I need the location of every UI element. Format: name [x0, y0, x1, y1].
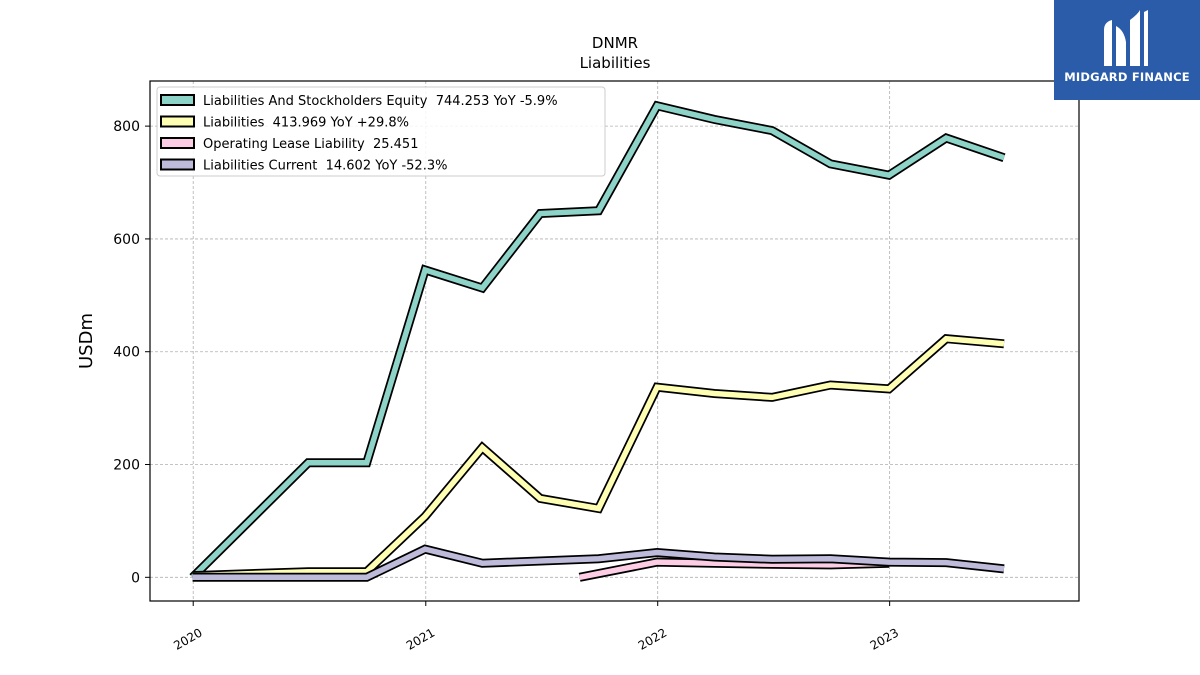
legend-swatch	[160, 137, 195, 149]
series-line	[192, 546, 1005, 581]
legend-item: Liabilities Current 14.602 YoY -52.3%	[160, 158, 447, 174]
data-point	[829, 162, 833, 166]
legend-item: Liabilities And Stockholders Equity 744.…	[160, 94, 558, 109]
data-point	[306, 461, 310, 465]
data-point	[712, 561, 716, 565]
data-point	[944, 561, 948, 565]
data-point	[655, 551, 659, 555]
y-axis-label: USDm	[76, 313, 97, 369]
legend-swatch	[160, 94, 195, 106]
data-point	[538, 212, 542, 216]
data-point	[578, 575, 582, 579]
brand-logo: MIDGARD FINANCE	[1054, 0, 1200, 100]
data-point	[1002, 567, 1006, 571]
data-point	[365, 575, 369, 579]
legend: Liabilities And Stockholders Equity 744.…	[156, 86, 606, 177]
series-2	[578, 557, 890, 582]
x-axis-ticks: 2020 2021 2022 2023	[171, 601, 901, 653]
legend-item: Liabilities 413.969 YoY +29.8%	[160, 115, 409, 131]
data-point	[829, 383, 833, 387]
data-point	[712, 392, 716, 396]
data-point	[306, 575, 310, 579]
data-point	[829, 557, 833, 561]
data-point	[1002, 342, 1006, 346]
data-point	[365, 461, 369, 465]
data-point	[191, 575, 195, 579]
data-point	[944, 136, 948, 140]
series-lines	[189, 100, 1006, 582]
data-point	[480, 561, 484, 565]
data-point	[887, 560, 891, 564]
x-tick-label: 2021	[404, 625, 437, 652]
legend-swatch	[160, 158, 195, 171]
legend-label: Operating Lease Liability 25.451	[203, 137, 418, 152]
y-tick-label: 600	[113, 232, 140, 248]
series-line	[192, 335, 1005, 579]
data-point	[712, 555, 716, 559]
midgard-m-logo-icon	[1104, 10, 1148, 66]
data-point	[1002, 156, 1006, 160]
data-point	[480, 446, 484, 450]
data-point	[538, 496, 542, 500]
series-line	[579, 559, 890, 580]
data-point	[887, 173, 891, 177]
data-point	[887, 387, 891, 391]
data-point	[423, 268, 427, 272]
series-0	[189, 100, 1006, 581]
data-point	[712, 117, 716, 121]
series-3	[191, 544, 1006, 582]
data-point	[770, 395, 774, 399]
data-point	[829, 563, 833, 567]
legend-box	[156, 86, 606, 177]
data-point	[655, 560, 659, 564]
x-tick-label: 2020	[171, 625, 204, 652]
y-tick-label: 400	[113, 345, 140, 361]
chart-subtitle: Liabilities	[580, 54, 651, 72]
y-tick-label: 200	[113, 458, 140, 474]
plot-frame	[149, 80, 1080, 602]
legend-swatch	[160, 115, 195, 128]
legend-label: Liabilities Current 14.602 YoY -52.3%	[203, 159, 447, 174]
series-line	[190, 102, 1005, 580]
data-point	[480, 286, 484, 290]
series-line-outline	[192, 334, 1005, 581]
data-point	[655, 385, 659, 389]
y-tick-label: 800	[113, 119, 140, 135]
data-point	[597, 507, 601, 511]
data-point	[597, 209, 601, 213]
data-point	[423, 514, 427, 518]
legend-label: Liabilities 413.969 YoY +29.8%	[203, 116, 409, 131]
data-point	[770, 129, 774, 133]
legend-label: Liabilities And Stockholders Equity 744.…	[203, 94, 558, 109]
x-tick-label: 2022	[636, 625, 669, 652]
data-point	[423, 547, 427, 551]
data-point	[655, 104, 659, 108]
x-tick-label: 2023	[868, 625, 901, 652]
legend-item: Operating Lease Liability 25.451	[160, 137, 418, 152]
data-point	[944, 337, 948, 341]
chart-title: DNMR	[592, 34, 638, 52]
data-point	[770, 557, 774, 561]
data-point	[597, 557, 601, 561]
series-1	[192, 334, 1006, 581]
y-axis-ticks: 0 200 400 600 800	[113, 119, 150, 586]
brand-name: MIDGARD FINANCE	[1064, 70, 1190, 84]
data-point	[538, 559, 542, 563]
y-tick-label: 0	[131, 570, 140, 586]
